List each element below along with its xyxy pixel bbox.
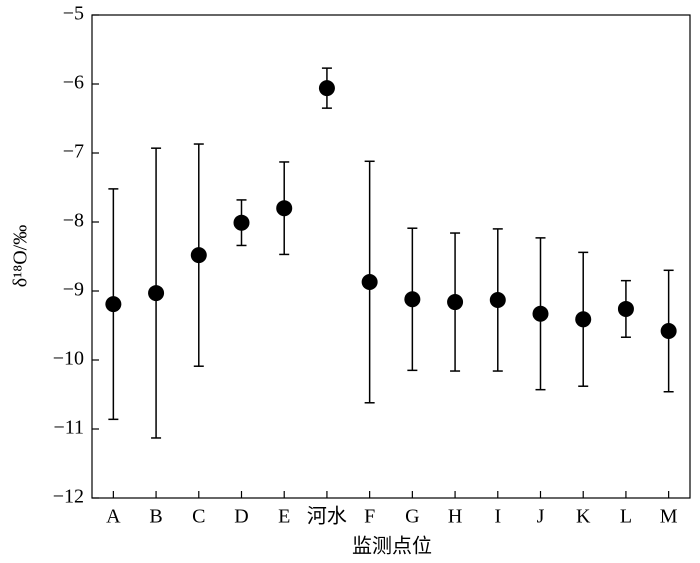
- point: [148, 285, 165, 302]
- y-tick-label: −5: [63, 3, 84, 25]
- point: [489, 291, 506, 308]
- x-tick-label: G: [405, 506, 419, 528]
- y-tick-label: −7: [63, 141, 84, 163]
- point: [575, 311, 592, 328]
- y-tick-label: −11: [53, 417, 84, 439]
- point: [276, 200, 293, 217]
- point: [404, 291, 421, 308]
- point: [233, 214, 250, 231]
- x-tick-label: H: [448, 506, 462, 528]
- y-tick-label: −10: [53, 348, 84, 370]
- x-tick-label: J: [537, 506, 545, 528]
- plot-frame: [91, 14, 691, 499]
- point: [617, 300, 634, 317]
- point: [361, 274, 378, 291]
- point: [318, 80, 335, 97]
- x-tick-label: E: [278, 506, 290, 528]
- x-axis-label: 监测点位: [352, 535, 432, 558]
- point: [190, 247, 207, 264]
- x-tick-label: B: [149, 506, 162, 528]
- x-tick-label: C: [192, 506, 205, 528]
- x-tick-label: F: [364, 506, 375, 528]
- y-tick-label: −6: [63, 72, 84, 94]
- point: [105, 296, 122, 313]
- point: [532, 305, 549, 322]
- y-tick-label: −12: [53, 486, 84, 508]
- x-tick-label: D: [234, 506, 248, 528]
- x-tick-label: M: [660, 506, 678, 528]
- y-tick-label: −8: [63, 210, 84, 232]
- y-axis-label: δ¹⁸O/‰: [10, 225, 32, 287]
- x-tick-label: K: [576, 506, 591, 528]
- x-tick-label: 河水: [307, 505, 347, 528]
- y-tick-label: −9: [63, 279, 84, 301]
- x-tick-label: I: [494, 506, 501, 528]
- point: [447, 294, 464, 311]
- x-tick-label: L: [620, 506, 632, 528]
- point: [660, 323, 677, 340]
- x-tick-label: A: [106, 506, 121, 528]
